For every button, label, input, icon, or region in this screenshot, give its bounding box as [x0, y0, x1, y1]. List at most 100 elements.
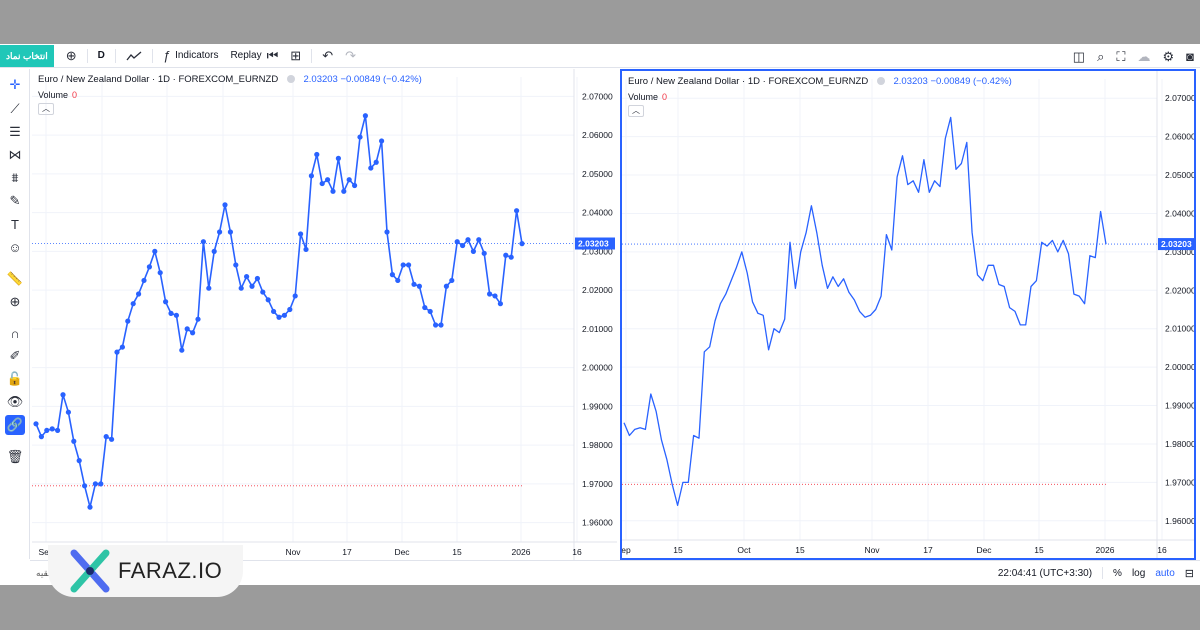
volume-label[interactable]: Volume	[628, 92, 659, 102]
data-point	[422, 304, 428, 311]
data-point	[341, 188, 347, 194]
chart-pane-right[interactable]: 2.07000 2.06000 2.05000 2.04000 2.03000 2.020…	[620, 69, 1196, 560]
percent-toggle[interactable]: %	[1113, 567, 1122, 579]
series-legend: Euro / New Zealand Dollar · 1D · FOREXCO…	[38, 74, 422, 85]
zoom-in-icon: ⊕	[9, 294, 21, 309]
lock-icon: 🔓	[6, 371, 24, 386]
x-tick-label: 16	[1157, 545, 1167, 555]
hide-drawings-tool[interactable]: 👁	[5, 392, 25, 412]
symbol-search-button[interactable]: انتخاب نماد	[0, 44, 54, 67]
text-tool[interactable]: T	[5, 214, 25, 234]
data-point	[173, 312, 179, 318]
fib-tool[interactable]: ☰	[5, 122, 25, 142]
magnet-icon: ∩	[10, 325, 20, 341]
layout-button[interactable]: ◫	[1067, 45, 1091, 67]
chart-type-button[interactable]	[120, 45, 148, 67]
drawing-toolbar: ✛ ⟋ ☰ ⋈ ⩩ ✎ T ☺ 📏 ⊕ ∩ ✐ 🔓 👁 🔗 🗑	[0, 69, 30, 559]
keep-drawing-tool[interactable]: ✐	[5, 346, 25, 366]
chevron-square-icon: ⊟	[1184, 567, 1194, 580]
top-toolbar: انتخاب نماد ⊕ D ƒ Indicators Replay ⏮ ⊞ …	[0, 44, 1200, 68]
templates-button[interactable]: ⊞	[284, 45, 307, 67]
data-point	[508, 254, 514, 260]
chart-canvas[interactable]: 2.07000 2.06000 2.05000 2.04000 2.03000 2.020…	[622, 71, 1194, 558]
data-point	[281, 312, 287, 318]
data-point	[476, 237, 482, 243]
y-tick-label: 1.98000	[582, 440, 613, 450]
volume-label[interactable]: Volume	[38, 90, 69, 100]
data-point	[411, 281, 417, 287]
log-toggle[interactable]: log	[1131, 567, 1146, 579]
data-point	[244, 273, 250, 280]
tradingview-app: انتخاب نماد ⊕ D ƒ Indicators Replay ⏮ ⊞ …	[0, 44, 1200, 585]
data-point	[44, 427, 50, 433]
indicators-label: Indicators	[175, 50, 219, 61]
volume-value: 0	[72, 90, 78, 100]
divider	[86, 48, 88, 63]
brush-tool[interactable]: ✎	[5, 191, 25, 211]
indicators-button[interactable]: ƒ Indicators	[157, 45, 225, 67]
data-point	[130, 301, 136, 307]
settings-button[interactable]: ⚙	[1156, 45, 1180, 67]
fullscreen-button[interactable]: ⛶	[1110, 45, 1131, 67]
magnet-tool[interactable]: ∩	[5, 323, 25, 343]
y-tick-label: 2.07000	[1165, 93, 1194, 103]
lock-drawings-tool[interactable]: 🔓	[5, 369, 25, 389]
redo-button[interactable]: ↷	[339, 45, 362, 67]
collapse-panel-button[interactable]: ⊟	[1185, 567, 1194, 580]
collapse-legend-button[interactable]: ︿	[628, 105, 644, 117]
data-point	[497, 301, 503, 307]
data-point	[352, 182, 358, 189]
trend-line-tool[interactable]: ⟋	[5, 99, 25, 119]
add-symbol-button[interactable]: ⊕	[60, 45, 83, 67]
x-tick-label: 15	[795, 545, 805, 555]
market-status-icon	[876, 77, 885, 86]
more-label[interactable]: بقیه	[36, 567, 51, 578]
save-cloud-button[interactable]: ☁	[1131, 45, 1156, 67]
last-price-tag	[575, 237, 615, 250]
y-tick-label: 1.96000	[1165, 516, 1194, 526]
data-point	[114, 349, 120, 355]
x-tick-label: Sep	[38, 547, 53, 557]
crosshair-tool[interactable]: ✛	[5, 75, 25, 95]
projection-tool[interactable]: ⩩	[5, 168, 25, 188]
replay-button[interactable]: Replay ⏮	[224, 45, 284, 67]
pattern-tool[interactable]: ⋈	[5, 145, 25, 165]
data-point	[346, 177, 352, 183]
collapse-legend-button[interactable]: ︿	[38, 103, 54, 115]
data-point	[292, 293, 298, 299]
sync-drawings-tool[interactable]: 🔗	[5, 415, 25, 435]
quick-search-button[interactable]: ⌕	[1091, 45, 1110, 67]
auto-toggle[interactable]: auto	[1155, 567, 1175, 579]
series-legend: Euro / New Zealand Dollar · 1D · FOREXCO…	[628, 76, 1012, 87]
y-tick-label: 1.98000	[1165, 439, 1194, 449]
clock[interactable]: 22:04:41 (UTC+3:30)	[997, 567, 1093, 579]
zoom-tool[interactable]: ⊕	[5, 292, 25, 312]
interval-button[interactable]: D	[97, 50, 105, 61]
data-point	[227, 229, 233, 235]
icon-tool[interactable]: ☺	[5, 237, 25, 257]
data-point	[249, 283, 255, 289]
data-point	[168, 310, 174, 316]
gear-icon: ⚙	[1162, 48, 1175, 64]
data-point	[395, 277, 401, 284]
symbol-title[interactable]: Euro / New Zealand Dollar · 1D · FOREXCO…	[38, 74, 279, 85]
crosshair-icon: ✛	[9, 77, 21, 92]
chart-pane-left[interactable]: 2.07000 2.06000 2.05000 2.04000 2.03000 2.020…	[32, 69, 617, 560]
x-tick-label: 2026	[1096, 545, 1115, 555]
redo-icon: ↷	[345, 48, 357, 63]
data-point	[200, 239, 206, 245]
measure-tool[interactable]: 📏	[5, 269, 25, 289]
x-tick-label: 17	[923, 545, 933, 555]
data-point	[179, 347, 185, 353]
undo-button[interactable]: ↶	[316, 45, 339, 67]
trend-line-icon: ⟋	[10, 101, 20, 116]
data-point	[211, 248, 217, 254]
chart-canvas[interactable]: 2.07000 2.06000 2.05000 2.04000 2.03000 2.020…	[32, 69, 617, 560]
remove-drawings-tool[interactable]: 🗑	[5, 447, 25, 467]
snapshot-button[interactable]: ◙	[1180, 45, 1200, 67]
top-toolbar-right: ◫ ⌕ ⛶ ☁ ⚙ ◙	[1067, 44, 1200, 68]
data-point	[71, 438, 77, 444]
data-point	[109, 436, 115, 442]
data-point	[357, 134, 363, 140]
symbol-title[interactable]: Euro / New Zealand Dollar · 1D · FOREXCO…	[628, 76, 869, 87]
